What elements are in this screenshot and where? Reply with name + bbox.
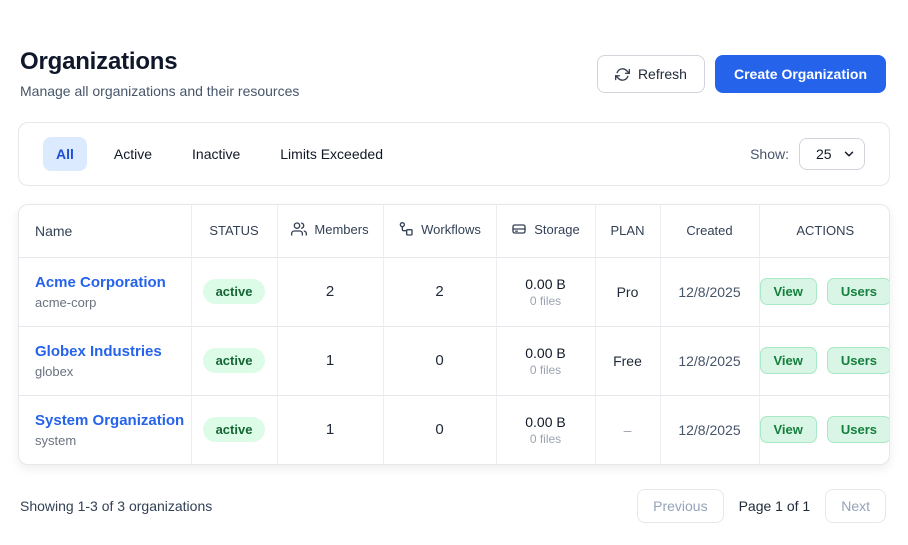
storage-size: 0.00 B [525, 413, 566, 430]
filter-tabs: All Active Inactive Limits Exceeded [43, 137, 396, 171]
org-name-cell: Globex Industries globex [19, 325, 192, 395]
tab-inactive[interactable]: Inactive [179, 137, 253, 171]
create-organization-button[interactable]: Create Organization [714, 55, 886, 93]
org-status-cell: active [191, 256, 278, 326]
view-button[interactable]: View [759, 416, 817, 444]
org-actions-cell: View Users [759, 394, 889, 464]
refresh-label: Refresh [637, 66, 687, 82]
column-header-name: Name [19, 205, 192, 257]
storage-files: 0 files [529, 431, 562, 446]
view-button[interactable]: View [759, 347, 817, 374]
show-label: Show: [750, 146, 789, 162]
page-size-select-wrap: 25 [799, 138, 865, 170]
status-badge: active [202, 279, 266, 304]
pagination: Previous Page 1 of 1 Next [637, 489, 886, 523]
users-icon [291, 221, 308, 237]
column-header-members: Members [277, 205, 384, 257]
results-summary: Showing 1-3 of 3 organizations [20, 498, 213, 514]
org-workflows-cell: 0 [383, 325, 497, 395]
page-info: Page 1 of 1 [738, 498, 811, 514]
org-members-cell: 2 [277, 256, 384, 326]
filter-bar: All Active Inactive Limits Exceeded Show… [18, 122, 890, 186]
organizations-table: Name STATUS [19, 205, 889, 464]
org-storage-cell: 0.00 B 0 files [496, 256, 596, 326]
org-workflows-cell: 0 [383, 394, 497, 464]
org-created-cell: 12/8/2025 [660, 256, 760, 326]
organizations-table-card: Name STATUS [18, 204, 890, 465]
org-actions-cell: View Users [759, 256, 889, 326]
tab-limits-exceeded[interactable]: Limits Exceeded [267, 137, 396, 171]
table-row: System Organization system active 1 0 0.… [19, 394, 889, 464]
status-badge: active [202, 348, 266, 373]
org-workflows-cell: 2 [383, 256, 497, 326]
page-size-select[interactable]: 25 [799, 138, 865, 170]
table-row: Acme Corporation acme-corp active 2 2 0.… [19, 256, 889, 326]
page-footer: Showing 1-3 of 3 organizations Previous … [0, 465, 908, 523]
storage-size: 0.00 B [525, 275, 566, 292]
column-header-status: STATUS [191, 205, 278, 257]
org-plan-cell: Pro [595, 256, 661, 326]
org-created-cell: 12/8/2025 [660, 394, 760, 464]
users-button[interactable]: Users [826, 347, 889, 374]
storage-size: 0.00 B [525, 344, 566, 361]
org-name-link[interactable]: System Organization [35, 411, 185, 429]
status-badge: active [202, 417, 266, 443]
refresh-button[interactable]: Refresh [596, 55, 705, 93]
org-storage-cell: 0.00 B 0 files [496, 394, 596, 464]
org-name-link[interactable]: Acme Corporation [35, 273, 166, 291]
org-storage-cell: 0.00 B 0 files [496, 325, 596, 395]
column-header-workflows: Workflows [383, 205, 497, 257]
column-header-storage: Storage [496, 205, 596, 257]
drive-icon [511, 221, 527, 237]
users-button[interactable]: Users [826, 416, 889, 444]
page-title: Organizations [20, 48, 178, 75]
org-members-cell: 1 [277, 394, 384, 464]
org-actions-cell: View Users [759, 325, 889, 395]
header-actions: Refresh Create Organization [596, 55, 886, 93]
previous-page-button[interactable]: Previous [637, 489, 724, 523]
page-header: Organizations Manage all organizations a… [0, 0, 908, 99]
tab-active[interactable]: Active [101, 137, 165, 171]
table-header-row: Name STATUS [19, 205, 889, 257]
users-button[interactable]: Users [826, 278, 889, 305]
org-slug: system [35, 432, 77, 448]
page-size-control: Show: 25 [750, 138, 865, 170]
org-status-cell: active [191, 325, 278, 395]
storage-files: 0 files [529, 293, 562, 308]
org-created-cell: 12/8/2025 [660, 325, 760, 395]
page-heading: Organizations Manage all organizations a… [20, 48, 299, 99]
org-slug: acme-corp [35, 294, 97, 310]
org-slug: globex [35, 363, 74, 379]
org-members-cell: 1 [277, 325, 384, 395]
column-header-actions: ACTIONS [759, 205, 889, 257]
column-header-created: Created [660, 205, 760, 257]
next-page-button[interactable]: Next [825, 489, 886, 523]
page-subtitle: Manage all organizations and their resou… [20, 83, 300, 99]
org-plan-cell: Free [595, 325, 661, 395]
storage-files: 0 files [529, 362, 562, 377]
table-row: Globex Industries globex active 1 0 0.00… [19, 325, 889, 395]
org-name-cell: Acme Corporation acme-corp [19, 256, 192, 326]
column-header-plan: PLAN [595, 205, 661, 257]
org-name-cell: System Organization system [19, 394, 192, 464]
refresh-icon [614, 67, 630, 82]
org-name-link[interactable]: Globex Industries [35, 342, 162, 360]
tab-all[interactable]: All [43, 137, 87, 171]
org-status-cell: active [191, 394, 278, 464]
view-button[interactable]: View [759, 278, 817, 305]
workflow-icon [398, 221, 414, 237]
org-plan-cell: – [595, 394, 661, 464]
